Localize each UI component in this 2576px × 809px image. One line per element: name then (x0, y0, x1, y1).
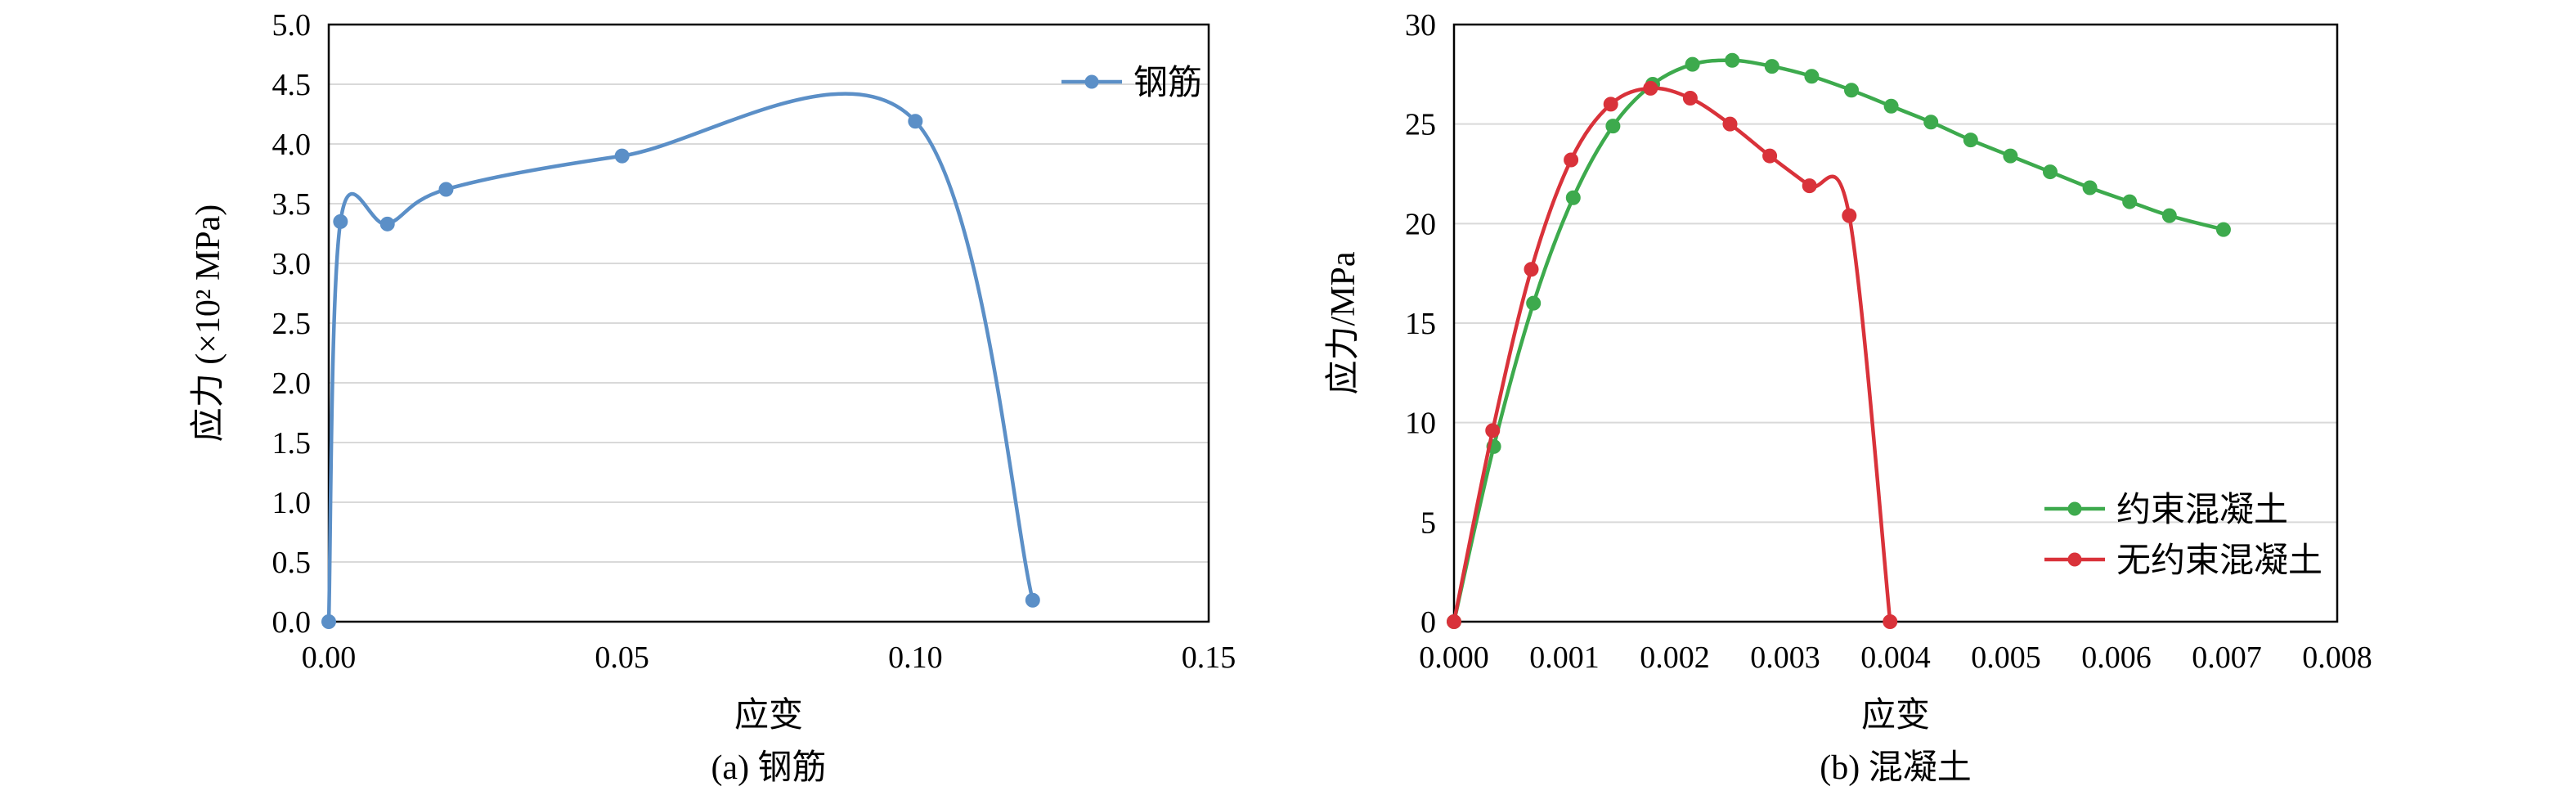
y-tick-label: 2.5 (272, 307, 312, 341)
data-point (1883, 614, 1898, 629)
data-point (333, 213, 348, 229)
data-point (908, 114, 923, 129)
x-tick-label: 0.15 (1182, 640, 1236, 675)
data-point (1643, 80, 1658, 96)
legend-swatch-marker (2067, 501, 2082, 516)
series-line (326, 92, 1034, 622)
legend-entry: 约束混凝土 (2044, 492, 2288, 529)
data-point (2161, 208, 2177, 223)
x-tick-label: 0.003 (1750, 640, 1820, 675)
x-axis-title: 应变 (734, 696, 803, 735)
series-1 (1447, 80, 1898, 629)
data-point (438, 182, 454, 197)
data-point (1685, 56, 1700, 72)
legend-label: 约束混凝土 (2116, 492, 2288, 529)
y-tick-label: 3.0 (272, 247, 312, 281)
data-point (1564, 152, 1579, 168)
legend-label: 无约束混凝土 (2116, 542, 2322, 580)
x-tick-label: 0.002 (1640, 640, 1710, 675)
x-tick-labels: 0.00 0.05 0.10 0.15 (302, 640, 1236, 675)
y-tick-label: 0 (1420, 605, 1436, 640)
legend-entry: 无约束混凝土 (2044, 542, 2322, 580)
y-tick-label: 5 (1420, 506, 1436, 540)
data-point (1802, 178, 1817, 194)
data-point (1722, 116, 1738, 132)
plot-frame (327, 23, 1210, 623)
data-point (1447, 614, 1461, 629)
legend-swatch-marker (2067, 552, 2082, 567)
y-tick-labels: 0.0 0.5 1.0 1.5 2.0 2.5 3.0 3.5 4.0 4.5 5.0 (272, 8, 312, 640)
x-tick-label: 0.10 (888, 640, 943, 675)
y-tick-label: 25 (1405, 108, 1436, 142)
y-tick-label: 10 (1405, 407, 1436, 441)
data-point (1762, 148, 1778, 164)
gridlines (1454, 24, 2337, 524)
x-tick-label: 0.000 (1419, 640, 1489, 675)
x-tick-label: 0.001 (1529, 640, 1600, 675)
legend-label: 钢筋 (1133, 65, 1202, 102)
data-point (1764, 59, 1779, 74)
y-tick-label: 30 (1405, 8, 1436, 43)
x-tick-label: 0.008 (2302, 640, 2372, 675)
x-tick-label: 0.004 (1860, 640, 1931, 675)
data-point (1725, 52, 1740, 68)
y-tick-label: 4.0 (272, 128, 312, 162)
y-tick-label: 20 (1405, 207, 1436, 241)
x-axis-title: 应变 (1861, 696, 1930, 735)
data-point (1883, 98, 1899, 114)
figure-caption: (a) 钢筋 (711, 749, 826, 787)
x-tick-labels: 0.000 0.001 0.002 0.003 0.004 0.005 0.006 0.007… (1419, 640, 2372, 675)
data-point (1923, 115, 1939, 130)
data-point (2082, 180, 2098, 196)
x-tick-label: 0.05 (595, 640, 649, 675)
x-tick-label: 0.006 (2081, 640, 2152, 675)
chart-steel: 0.00.51.01.52.02.53.03.54.04.55.00.00 0.0… (189, 8, 1236, 787)
x-tick-label: 0.007 (2192, 640, 2262, 675)
data-point (1526, 295, 1542, 311)
data-point (1524, 262, 1539, 277)
gridlines (329, 24, 1209, 563)
data-point (379, 216, 395, 231)
data-point (2003, 148, 2018, 164)
data-point (2215, 222, 2231, 237)
data-point (1025, 592, 1040, 608)
data-point (1963, 133, 1978, 148)
data-point (1603, 97, 1618, 112)
series-0 (1447, 52, 2231, 629)
data-point (1842, 208, 1857, 223)
x-tick-label: 0.00 (302, 640, 357, 675)
y-tick-labels: 0 5 10 15 20 25 30 (1405, 8, 1436, 640)
y-tick-label: 5.0 (272, 8, 312, 43)
data-point (1565, 190, 1581, 205)
legend-entry: 钢筋 (1061, 65, 1202, 102)
data-point (1844, 83, 1859, 98)
x-tick-label: 0.005 (1971, 640, 2041, 675)
y-axis-title: 应力/MPa (1324, 251, 1362, 394)
series-0 (321, 92, 1040, 629)
y-tick-label: 1.5 (272, 426, 312, 461)
data-point (1485, 423, 1501, 438)
data-point (614, 148, 630, 164)
y-tick-label: 1.0 (272, 486, 312, 520)
data-point (2043, 164, 2058, 180)
data-point (1682, 91, 1698, 106)
data-point (1605, 119, 1621, 134)
y-tick-label: 15 (1405, 307, 1436, 341)
y-axis-title: 应力 (×10² MPa) (189, 204, 227, 443)
y-tick-label: 3.5 (272, 187, 312, 222)
y-tick-label: 4.5 (272, 68, 312, 102)
data-point (2122, 194, 2138, 209)
data-point (321, 614, 336, 629)
y-tick-label: 0.0 (272, 605, 312, 640)
legend-swatch-marker (1084, 74, 1099, 89)
figure-caption: (b) 混凝土 (1820, 749, 1971, 787)
y-tick-label: 2.0 (272, 366, 312, 401)
series-line (1452, 58, 2224, 622)
y-tick-label: 0.5 (272, 546, 312, 580)
data-point (1804, 69, 1820, 84)
